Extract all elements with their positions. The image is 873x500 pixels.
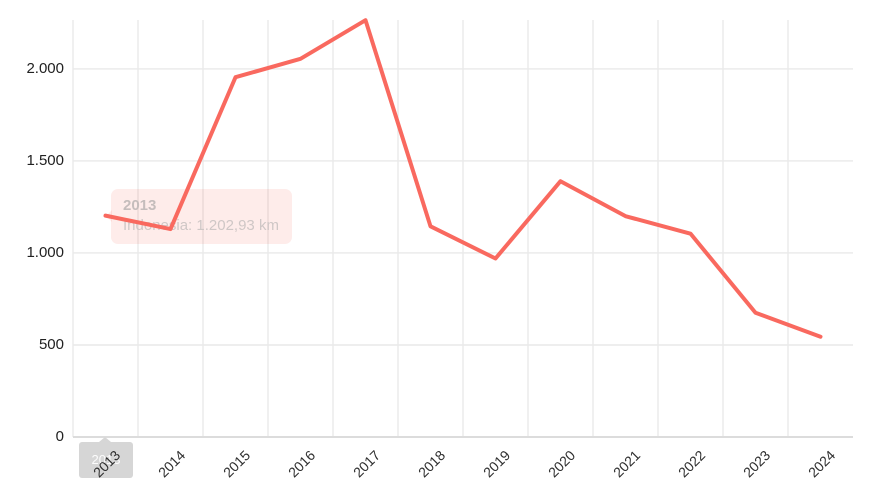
y-gridlines xyxy=(73,68,853,438)
chart-tooltip: 2013 Indonesia: 1.202,93 km xyxy=(106,189,292,244)
tooltip-value: Indonesia: 1.202,93 km xyxy=(123,217,279,234)
tooltip-title: 2013 xyxy=(123,197,157,214)
axis-hover-label: 2013 xyxy=(91,452,121,467)
series-line-indonesia xyxy=(103,18,823,339)
x-axis-hover-tooltip: 2013 xyxy=(79,437,133,478)
axis-caret-icon xyxy=(99,437,111,442)
x-gridlines xyxy=(72,20,789,437)
